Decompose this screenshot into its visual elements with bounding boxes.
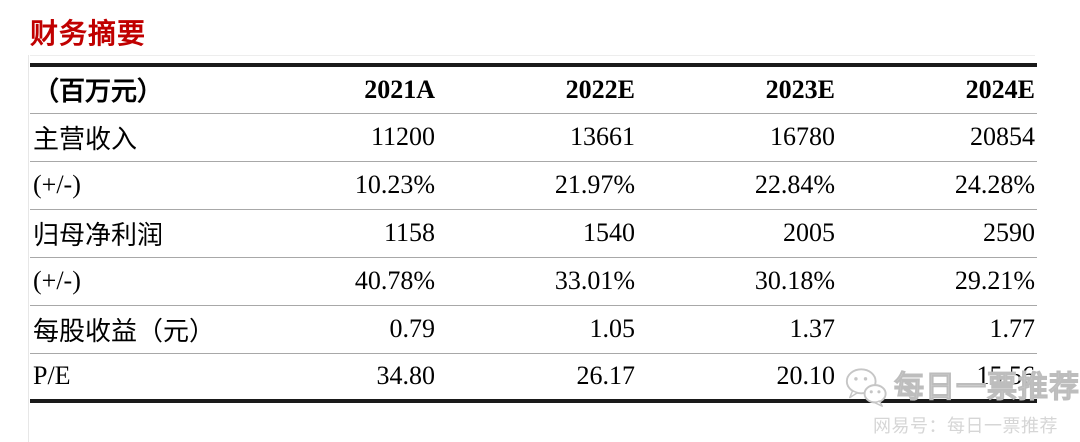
table-row-revenue: 主营收入 11200 13661 16780 20854 (30, 113, 1037, 161)
value-cell: 20854 (970, 122, 1035, 151)
column-header-2021a: 2021A (364, 74, 435, 104)
row-label: P/E (33, 361, 71, 391)
column-header-2024e: 2024E (965, 74, 1035, 104)
table-row-net-profit-growth: (+/-) 40.78% 33.01% 30.18% 29.21% (30, 257, 1037, 305)
table-row-revenue-growth: (+/-) 10.23% 21.97% 22.84% 24.28% (30, 161, 1037, 209)
table-row-pe: P/E 34.80 26.17 20.10 15.56 (30, 353, 1037, 401)
divider (30, 55, 1035, 56)
row-label: 每股收益（元） (33, 316, 216, 346)
value-cell: 15.56 (976, 361, 1036, 391)
value-cell: 1540 (583, 218, 635, 247)
value-cell: 0.79 (389, 314, 436, 343)
value-cell: 29.21% (954, 266, 1035, 295)
value-cell: 11200 (370, 122, 435, 151)
value-cell: 34.80 (376, 361, 436, 391)
column-header-2023e: 2023E (765, 74, 835, 104)
value-cell: 1.77 (989, 314, 1036, 343)
table-header-row: （百万元） 2021A 2022E 2023E 2024E (30, 65, 1037, 113)
value-cell: 21.97% (554, 170, 635, 199)
column-header-2022e: 2022E (565, 74, 635, 104)
watermark-caption: 网易号：每日一票推荐 (873, 416, 1058, 436)
divider (28, 55, 29, 442)
value-cell: 2005 (783, 218, 835, 247)
value-cell: 1158 (383, 218, 435, 247)
value-cell: 16780 (770, 122, 835, 151)
value-cell: 10.23% (354, 170, 435, 199)
value-cell: 20.10 (776, 361, 836, 391)
financial-summary-table: （百万元） 2021A 2022E 2023E 2024E 主营收入 11200… (30, 63, 1037, 403)
row-label: 归母净利润 (33, 220, 164, 250)
page-title: 财务摘要 (30, 18, 147, 49)
value-cell: 30.18% (754, 266, 835, 295)
row-label: (+/-) (33, 266, 81, 295)
value-cell: 40.78% (354, 266, 435, 295)
column-header-unit: （百万元） (33, 77, 164, 107)
value-cell: 13661 (570, 122, 635, 151)
value-cell: 24.28% (954, 170, 1035, 199)
value-cell: 2590 (983, 218, 1035, 247)
value-cell: 26.17 (576, 361, 636, 391)
row-label: (+/-) (33, 170, 81, 199)
value-cell: 22.84% (754, 170, 835, 199)
value-cell: 1.37 (789, 314, 836, 343)
value-cell: 1.05 (589, 314, 636, 343)
table-row-eps: 每股收益（元） 0.79 1.05 1.37 1.77 (30, 305, 1037, 353)
table-row-net-profit: 归母净利润 1158 1540 2005 2590 (30, 209, 1037, 257)
row-label: 主营收入 (33, 124, 138, 154)
value-cell: 33.01% (554, 266, 635, 295)
